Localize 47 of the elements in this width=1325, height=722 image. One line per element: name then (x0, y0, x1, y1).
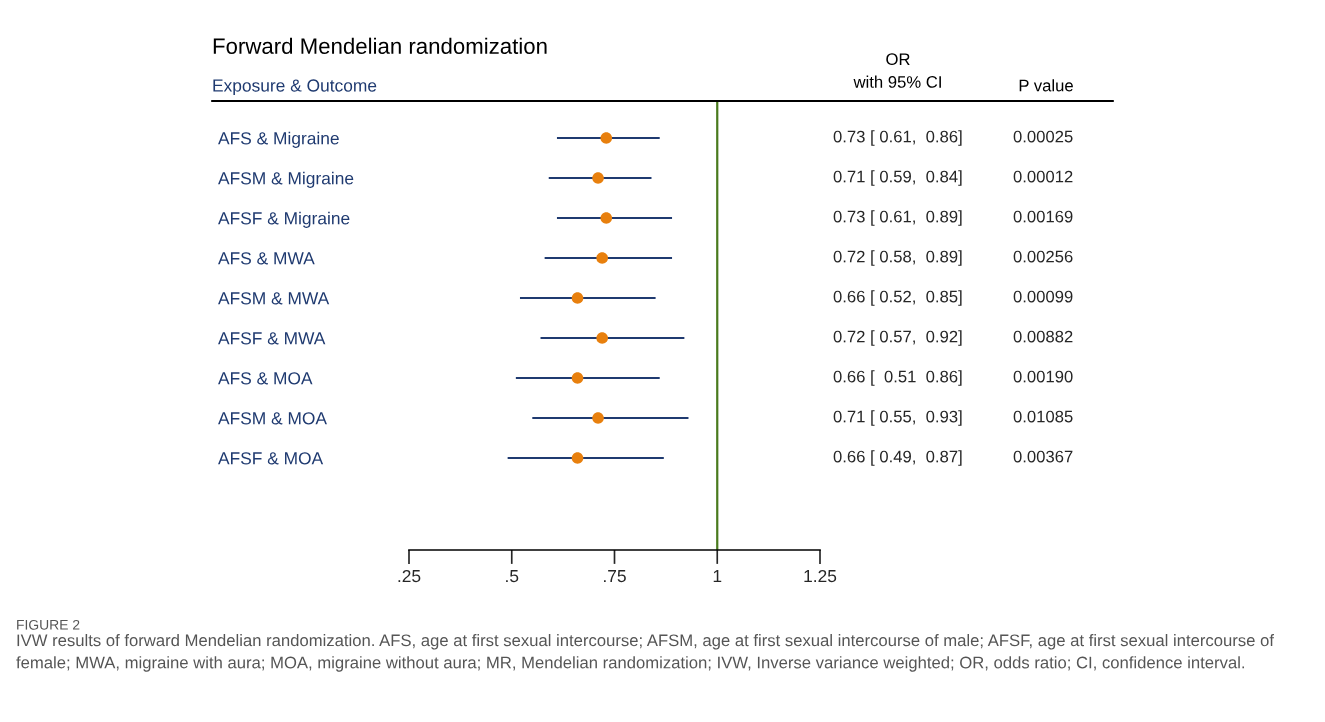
point (571, 452, 584, 464)
point (592, 412, 604, 424)
text: OR with 95% CI (853, 53, 941, 88)
y-tick-label: AFS & MOA (218, 372, 313, 385)
y-tick-label: AFSM & MOA (218, 412, 327, 425)
x-tick-label: 1.25 (804, 569, 837, 583)
x-tick-label: .5 (506, 570, 519, 583)
point (600, 132, 613, 144)
y-axis-title: Exposure & Outcome (213, 79, 377, 96)
point (571, 372, 584, 384)
y-tick-label: AFSM & Migraine (218, 171, 354, 188)
y-tick-label: AFSM & MWA (218, 292, 330, 305)
point (592, 172, 604, 184)
data-label: 0.72 [ 0.57, 0.92] (833, 330, 962, 346)
text: 0.00190 (1013, 370, 1073, 383)
text: 0.00169 (1013, 210, 1073, 223)
data-label: 0.66 [ 0.52, 0.85] (833, 290, 962, 306)
text: 0.00025 (1013, 130, 1073, 143)
chart-title: Forward Mendelian randomization (213, 37, 547, 54)
text: 0.00367 (1013, 450, 1073, 463)
y-tick-label: AFS & MWA (218, 252, 315, 265)
x-tick-label: .75 (604, 570, 626, 583)
data-label: 0.66 [ 0.51 0.86] (833, 370, 962, 386)
text: 0.00256 (1013, 250, 1073, 263)
caption: FIGURE 2 (17, 619, 80, 630)
data-label: 0.73 [ 0.61, 0.86] (833, 130, 962, 146)
text: IVW results of forward Mendelian randomization. AFS, age at first sexual intercourse; AFSM, age at first sexual intercourse of male; AFSF, age at first sexual intercourse of female; MWA, migraine with aura; MOA, migraine without aura; MR, Mendelian randomization; IVW, Inverse variance weighted; OR, odds ratio; CI, confidence interval. (16, 634, 1274, 672)
y-tick-label: AFS & Migraine (218, 131, 339, 148)
point (600, 212, 613, 224)
data-label: 0.71 [ 0.55, 0.93] (833, 410, 962, 426)
text: P value (1019, 79, 1073, 92)
data-label: 0.66 [ 0.49, 0.87] (833, 450, 962, 466)
point (596, 332, 608, 344)
y-tick-label: AFSF & MWA (218, 332, 326, 345)
y-tick-label: AFSF & Migraine (218, 211, 350, 228)
data-label: 0.73 [ 0.61, 0.89] (833, 210, 962, 226)
data-label: 0.71 [ 0.59, 0.84] (833, 170, 962, 186)
text: 0.01085 (1013, 410, 1073, 423)
text: 0.00012 (1013, 170, 1073, 183)
text: 0.00099 (1013, 290, 1073, 303)
data-label: 0.72 [ 0.58, 0.89] (833, 250, 962, 266)
x-tick-label: 1 (713, 570, 722, 583)
text: 0.00882 (1013, 330, 1073, 343)
y-tick-label: AFSF & MOA (218, 452, 324, 465)
point (571, 292, 584, 304)
x-tick-label: .25 (398, 569, 421, 583)
point (596, 252, 608, 264)
